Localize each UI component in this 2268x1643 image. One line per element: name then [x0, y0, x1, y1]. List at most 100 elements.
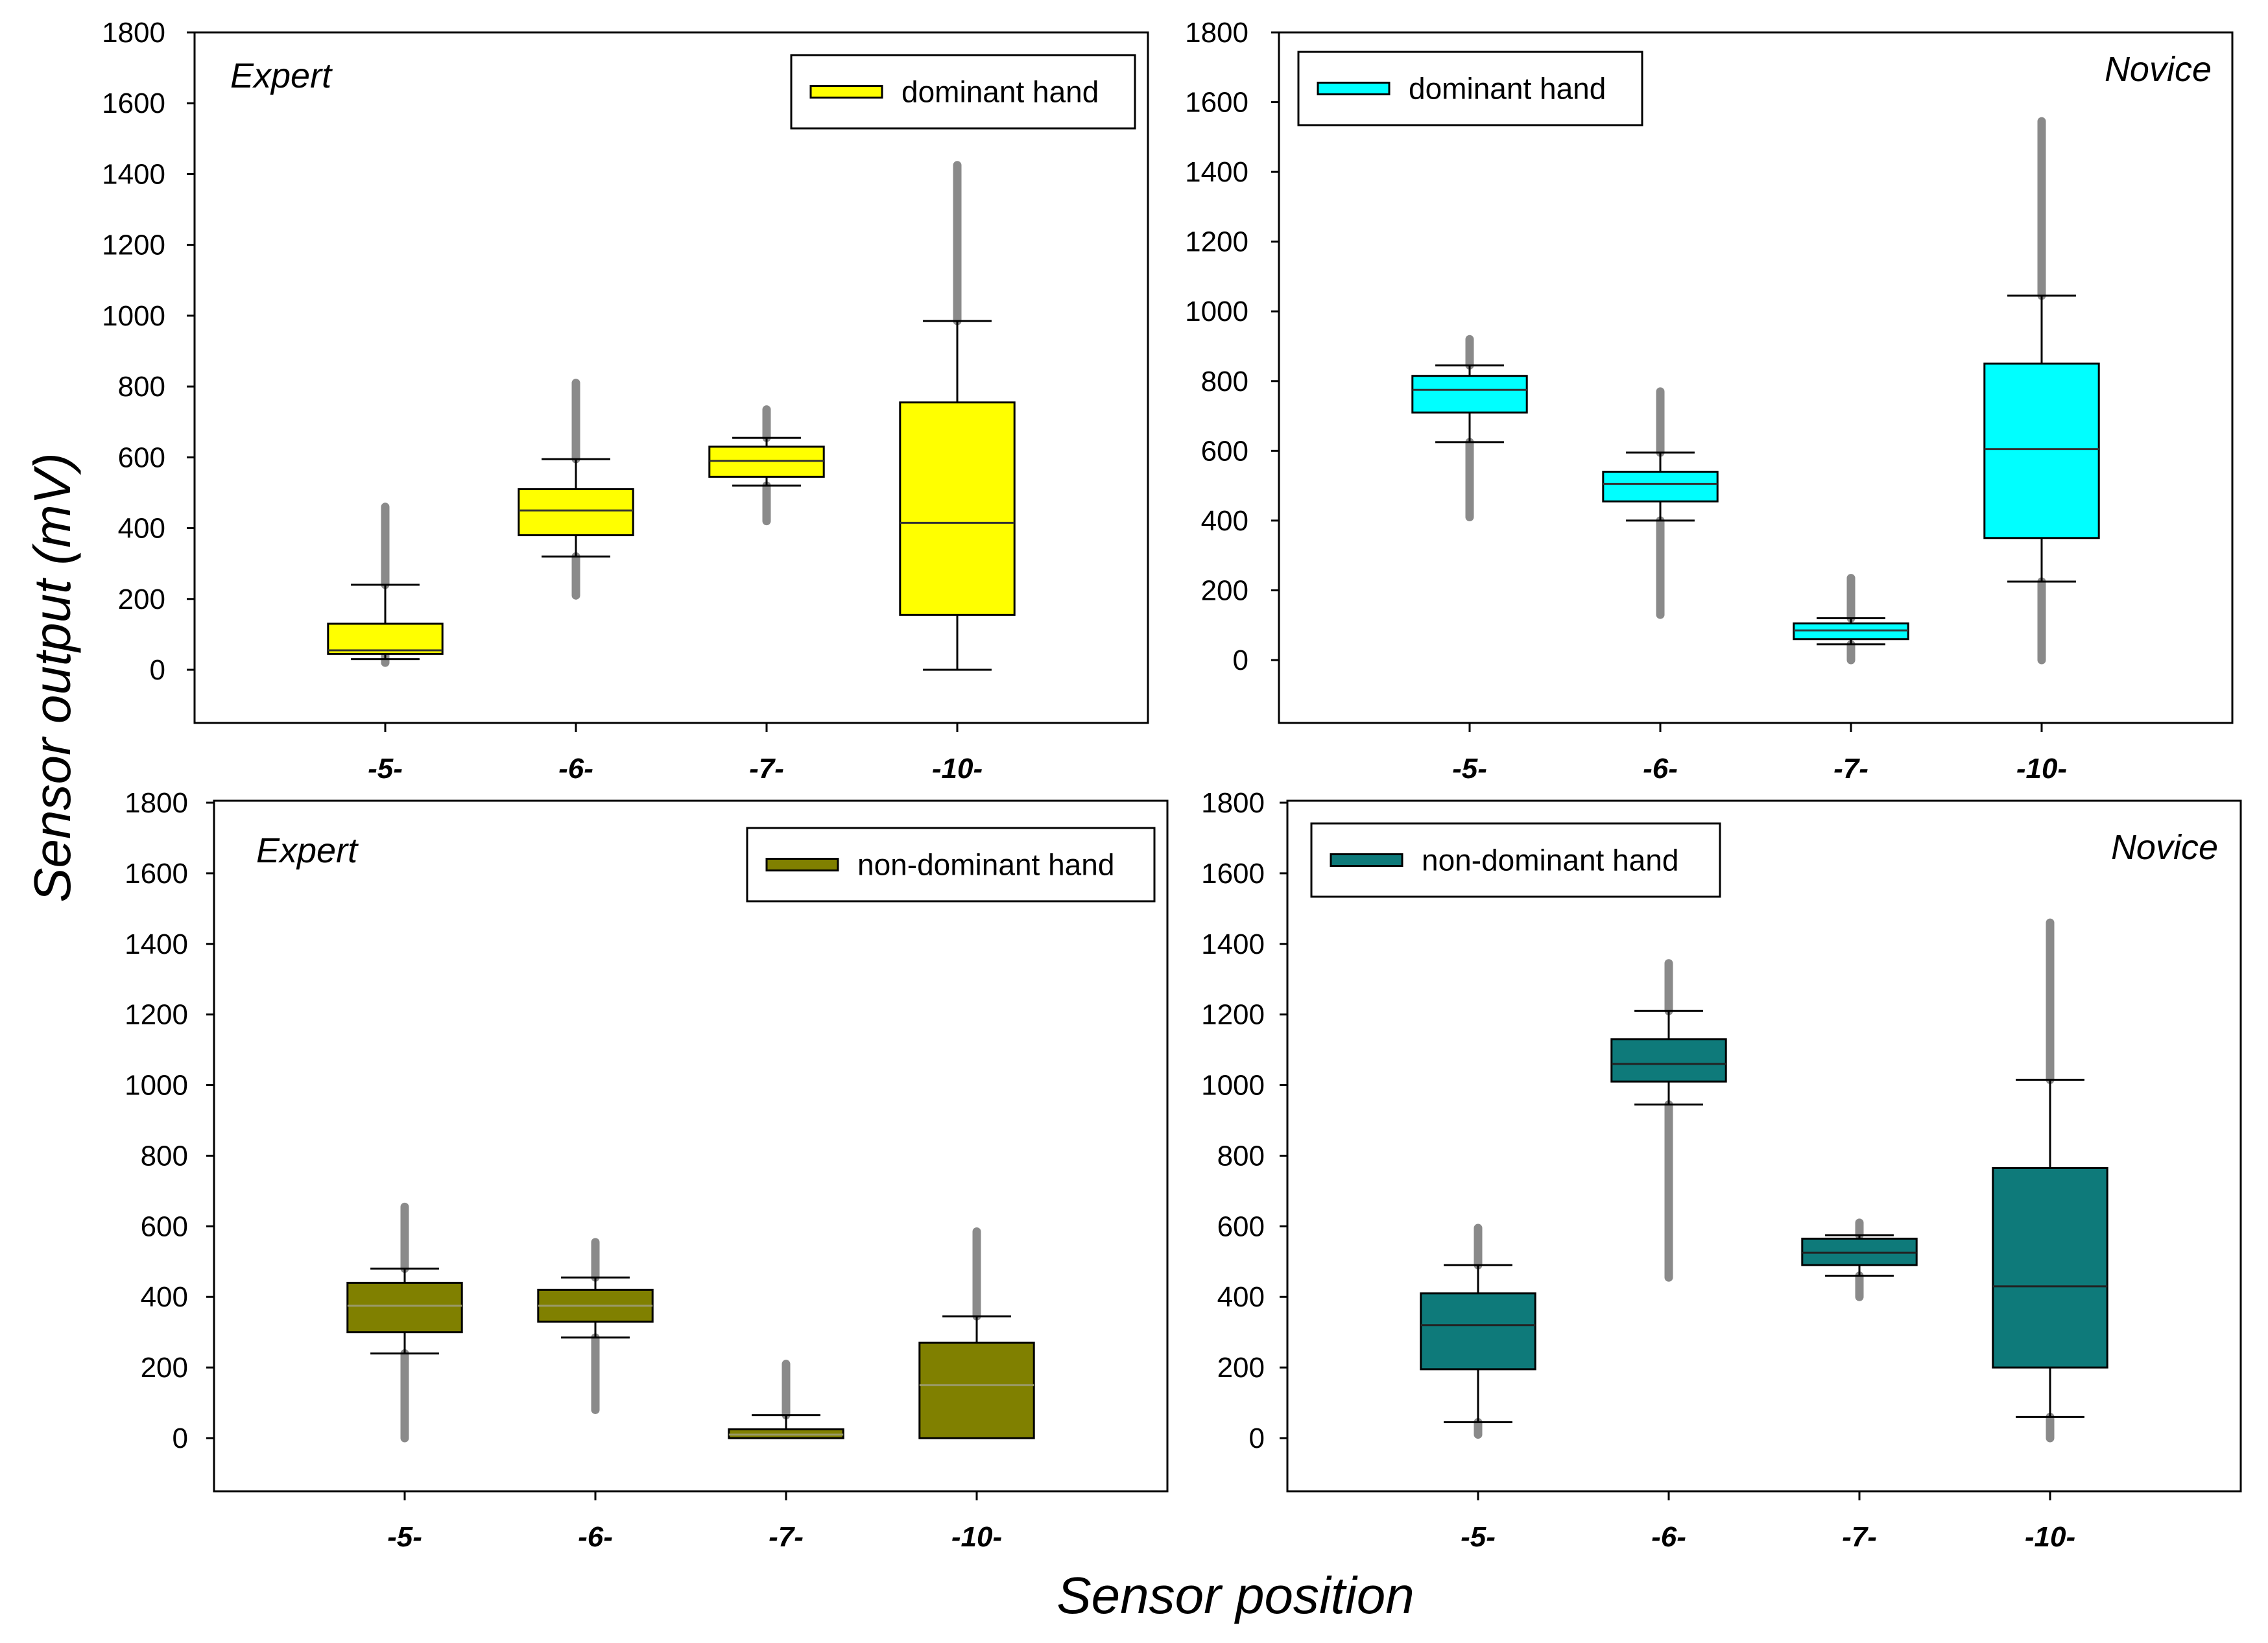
- legend-label: non-dominant hand: [1422, 844, 1678, 877]
- y-tick-label: 1800: [125, 787, 188, 819]
- y-tick-label: 0: [1249, 1423, 1265, 1454]
- y-tick-label: 1400: [1201, 928, 1265, 960]
- y-tick-label: 1200: [125, 999, 188, 1031]
- box-10: [918, 1227, 1035, 1439]
- y-tick-label: 600: [118, 442, 165, 473]
- x-tick-label: -10-: [932, 753, 983, 785]
- box-iqr: [899, 401, 1016, 616]
- box-7: [1793, 574, 1909, 665]
- y-tick-label: 1600: [1185, 87, 1248, 119]
- x-tick-label: -6-: [578, 1521, 613, 1553]
- box-5: [1411, 335, 1528, 522]
- y-tick-label: 1000: [125, 1070, 188, 1102]
- x-tick-label: -6-: [558, 753, 593, 785]
- x-tick-label: -6-: [1643, 753, 1678, 785]
- box-5: [327, 502, 444, 667]
- box-iqr: [1992, 1167, 2108, 1369]
- y-tick-label: 1600: [1201, 858, 1265, 890]
- y-tick-label: 800: [1217, 1140, 1265, 1172]
- plot-frame: [1286, 799, 2242, 1493]
- y-axis-title: Sensor output (mV): [23, 453, 81, 903]
- x-tick-label: -5-: [1461, 1521, 1496, 1553]
- box-10: [1983, 117, 2100, 665]
- legend-swatch: [1317, 82, 1391, 95]
- y-tick-label: 400: [1201, 505, 1248, 537]
- y-tick-label: 1600: [102, 88, 165, 119]
- legend-label: dominant hand: [1409, 72, 1606, 106]
- x-tick-label: -10-: [2016, 753, 2067, 785]
- legend: non-dominant hand: [746, 827, 1156, 903]
- box-7: [728, 1360, 844, 1439]
- x-tick-label: -6-: [1651, 1521, 1686, 1553]
- x-axis-title: Sensor position: [1056, 1566, 1414, 1624]
- y-tick-label: 600: [1201, 435, 1248, 467]
- box-10: [1992, 918, 2108, 1443]
- box-iqr: [327, 622, 444, 655]
- panel-label: Novice: [2105, 50, 2212, 89]
- x-tick-label: -5-: [368, 753, 403, 785]
- box-6: [1602, 387, 1719, 619]
- y-tick-label: 1200: [1201, 999, 1265, 1031]
- y-tick-label: 200: [1217, 1352, 1265, 1384]
- box-iqr: [1983, 362, 2100, 539]
- panel-label: Expert: [230, 56, 333, 95]
- box-iqr: [918, 1342, 1035, 1439]
- box-6: [537, 1238, 654, 1414]
- panel-label: Novice: [2111, 828, 2218, 867]
- y-tick-label: 1400: [1185, 156, 1248, 188]
- panel-1: 0 200 400 600 800 1000 1200 1400 1600 1800 -5- -6- -…: [102, 17, 1149, 785]
- y-tick-label: 600: [141, 1211, 188, 1242]
- y-tick-label: 400: [118, 513, 165, 545]
- legend: non-dominant hand: [1310, 822, 1721, 898]
- x-tick-label: -5-: [1452, 753, 1487, 785]
- x-tick-label: -7-: [769, 1521, 804, 1553]
- y-tick-label: 1800: [1201, 787, 1265, 819]
- legend-swatch: [1330, 853, 1403, 867]
- panel-3: 0 200 400 600 800 1000 1200 1400 1600 1800 -5- -6- -…: [125, 787, 1169, 1553]
- y-tick-label: 1400: [125, 928, 188, 960]
- box-5: [1420, 1223, 1536, 1439]
- legend-swatch: [809, 85, 883, 99]
- plot-frame: [213, 799, 1169, 1493]
- box-iqr: [1602, 471, 1719, 502]
- x-tick-label: -5-: [387, 1521, 422, 1553]
- legend-swatch: [765, 858, 839, 871]
- box-7: [708, 405, 825, 526]
- x-tick-label: -7-: [1842, 1521, 1877, 1553]
- y-tick-label: 1600: [125, 858, 188, 890]
- legend-label: non-dominant hand: [857, 848, 1114, 882]
- box-iqr: [1411, 375, 1528, 414]
- box-iqr: [346, 1281, 463, 1334]
- y-tick-label: 0: [150, 654, 165, 686]
- y-tick-label: 400: [141, 1281, 188, 1313]
- box-6: [1610, 959, 1727, 1282]
- y-tick-label: 600: [1217, 1211, 1265, 1242]
- panel-label: Expert: [256, 831, 359, 870]
- box-10: [899, 161, 1016, 671]
- y-tick-label: 200: [1201, 574, 1248, 606]
- y-tick-label: 1400: [102, 158, 165, 190]
- x-tick-label: -10-: [2025, 1521, 2075, 1553]
- y-tick-label: 800: [141, 1140, 188, 1172]
- x-tick-label: -7-: [1833, 753, 1868, 785]
- plot-frame: [193, 31, 1149, 724]
- y-tick-label: 400: [1217, 1281, 1265, 1313]
- box-6: [518, 379, 634, 600]
- y-tick-label: 0: [1233, 644, 1248, 676]
- y-tick-label: 1000: [102, 300, 165, 332]
- panel-2: 0 200 400 600 800 1000 1200 1400 1600 1800 -5- -6- -…: [1185, 17, 2234, 785]
- y-tick-label: 0: [173, 1423, 188, 1454]
- box-iqr: [1420, 1292, 1536, 1371]
- box-iqr: [518, 488, 634, 536]
- legend: dominant hand: [790, 54, 1136, 130]
- box-5: [346, 1202, 463, 1443]
- x-tick-label: -7-: [749, 753, 784, 785]
- panel-4: 0 200 400 600 800 1000 1200 1400 1600 1800 -5- -6- -…: [1201, 787, 2242, 1553]
- plot-frame: [1278, 31, 2234, 724]
- box-7: [1801, 1218, 1918, 1301]
- y-tick-label: 1200: [1185, 226, 1248, 258]
- y-tick-label: 1800: [102, 17, 165, 49]
- legend-label: dominant hand: [901, 75, 1099, 109]
- y-tick-label: 1000: [1201, 1070, 1265, 1102]
